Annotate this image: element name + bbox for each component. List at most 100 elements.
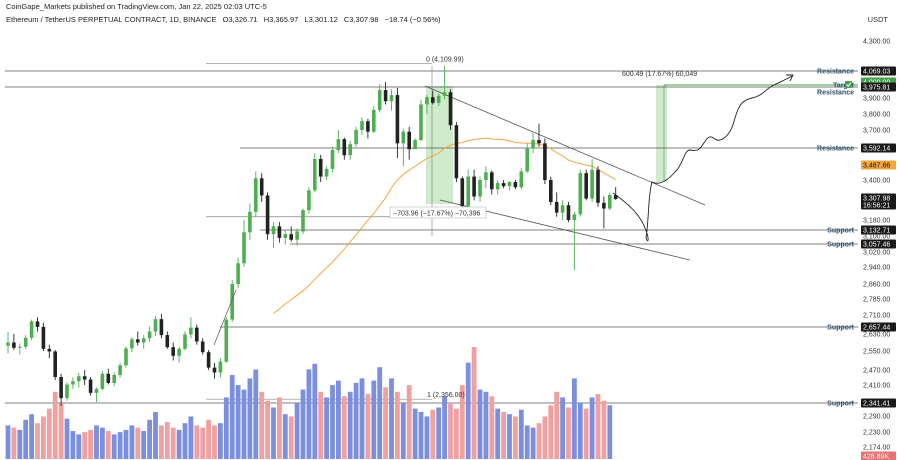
candle-body[interactable] <box>35 321 40 327</box>
candle-body[interactable] <box>448 92 453 126</box>
candle-body[interactable] <box>301 210 305 232</box>
candle-body[interactable] <box>478 180 482 197</box>
candle-body[interactable] <box>389 95 394 102</box>
candle-body[interactable] <box>554 201 559 213</box>
candle-body[interactable] <box>401 131 406 144</box>
candle-body[interactable] <box>295 231 299 240</box>
candle-body[interactable] <box>195 327 199 342</box>
candle-body[interactable] <box>501 183 506 187</box>
candle-body[interactable] <box>419 104 423 141</box>
candle-body[interactable] <box>377 90 382 110</box>
candle-body[interactable] <box>566 205 571 220</box>
candle-body[interactable] <box>136 339 140 343</box>
candle-body[interactable] <box>141 338 146 343</box>
candle-body[interactable] <box>53 351 57 377</box>
candle-body[interactable] <box>572 214 577 220</box>
candle-body[interactable] <box>259 178 264 196</box>
candle-body[interactable] <box>94 388 99 393</box>
candle-body[interactable] <box>230 284 234 320</box>
candle-body[interactable] <box>165 335 170 348</box>
candle-body[interactable] <box>23 337 28 347</box>
candle-body[interactable] <box>224 319 229 362</box>
candle-body[interactable] <box>348 144 352 156</box>
candle-body[interactable] <box>336 139 341 150</box>
candle-body[interactable] <box>118 365 122 375</box>
candle-body[interactable] <box>383 90 388 102</box>
candle-body[interactable] <box>436 95 441 103</box>
candle-body[interactable] <box>330 149 335 169</box>
candle-body[interactable] <box>442 92 447 96</box>
candle-body[interactable] <box>407 131 411 150</box>
candle-body[interactable] <box>324 168 329 177</box>
candle-body[interactable] <box>254 178 258 212</box>
candle-body[interactable] <box>531 140 535 148</box>
candle-body[interactable] <box>549 180 553 202</box>
candle-body[interactable] <box>265 195 270 235</box>
candle-body[interactable] <box>177 348 181 356</box>
candle-body[interactable] <box>18 346 22 348</box>
candle-body[interactable] <box>543 143 547 180</box>
candle-body[interactable] <box>271 226 276 235</box>
candle-body[interactable] <box>212 367 217 373</box>
candle-body[interactable] <box>71 381 75 385</box>
candle-body[interactable] <box>578 173 583 215</box>
candle-body[interactable] <box>77 376 81 382</box>
candle-body[interactable] <box>513 182 518 188</box>
candle-body[interactable] <box>608 195 612 209</box>
candle-body[interactable] <box>206 352 211 368</box>
candle-body[interactable] <box>495 183 500 190</box>
candle-body[interactable] <box>147 331 152 339</box>
candle-body[interactable] <box>41 326 46 349</box>
candle-body[interactable] <box>277 226 282 238</box>
candle-body[interactable] <box>454 125 459 179</box>
candle-body[interactable] <box>490 172 494 190</box>
candle-body[interactable] <box>519 171 524 188</box>
candle-body[interactable] <box>100 373 105 389</box>
candle-body[interactable] <box>242 232 246 264</box>
candle-body[interactable] <box>366 121 370 132</box>
candle-body[interactable] <box>318 158 323 177</box>
candle-body[interactable] <box>584 173 588 199</box>
candle-body[interactable] <box>283 234 288 238</box>
candle-body[interactable] <box>560 205 565 213</box>
candle-body[interactable] <box>596 169 600 203</box>
candle-body[interactable] <box>602 202 606 209</box>
candle-body[interactable] <box>431 97 435 103</box>
candle-body[interactable] <box>6 342 10 346</box>
candle-body[interactable] <box>218 361 223 373</box>
candle-body[interactable] <box>112 375 116 383</box>
candle-body[interactable] <box>130 339 134 349</box>
candle-body[interactable] <box>12 342 16 348</box>
candle-body[interactable] <box>313 158 317 191</box>
candle-body[interactable] <box>248 211 252 233</box>
candle-body[interactable] <box>189 327 193 335</box>
candle-body[interactable] <box>153 319 158 332</box>
candle-body[interactable] <box>372 110 376 132</box>
candle-body[interactable] <box>466 176 470 207</box>
candle-body[interactable] <box>354 130 358 145</box>
candle-body[interactable] <box>183 334 187 349</box>
candle-body[interactable] <box>82 376 87 380</box>
candle-body[interactable] <box>525 147 529 172</box>
symbol-title[interactable]: Ethereum / TetherUS PERPETUAL CONTRACT, … <box>6 15 217 24</box>
candle-body[interactable] <box>124 348 128 366</box>
candle-body[interactable] <box>413 140 417 150</box>
candle-body[interactable] <box>29 321 34 338</box>
candle-body[interactable] <box>65 384 69 399</box>
candle-body[interactable] <box>59 377 63 399</box>
candle-body[interactable] <box>537 140 541 144</box>
candle-body[interactable] <box>613 195 618 199</box>
candle-body[interactable] <box>342 139 347 156</box>
candle-body[interactable] <box>360 121 364 130</box>
candle-body[interactable] <box>472 176 476 197</box>
candle-body[interactable] <box>507 182 512 187</box>
candle-body[interactable] <box>88 379 93 393</box>
candle-body[interactable] <box>590 169 594 199</box>
candle-body[interactable] <box>47 348 52 352</box>
candle-body[interactable] <box>171 347 175 356</box>
candle-body[interactable] <box>484 172 488 180</box>
candle-body[interactable] <box>425 97 429 105</box>
candle-body[interactable] <box>289 234 293 240</box>
candle-body[interactable] <box>200 341 205 353</box>
